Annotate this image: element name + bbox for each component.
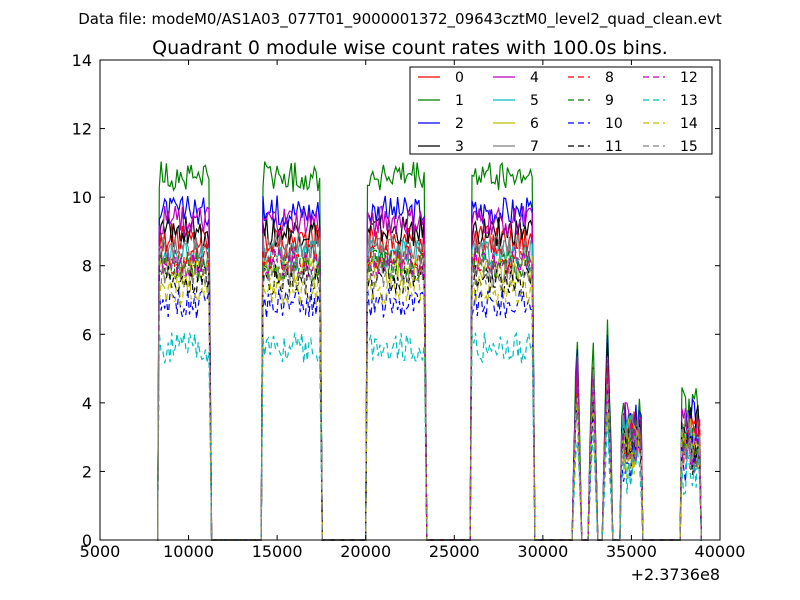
x-tick-label: 35000 [606, 542, 657, 561]
legend-label-7: 7 [530, 139, 539, 155]
legend-label-11: 11 [605, 139, 623, 155]
legend-label-10: 10 [605, 116, 623, 132]
series-line-13 [156, 331, 703, 541]
legend-label-15: 15 [680, 139, 698, 155]
y-tick-label: 8 [82, 257, 92, 276]
x-offset-label: +2.3736e8 [631, 565, 720, 584]
legend-label-5: 5 [530, 93, 539, 109]
axis-ticks: 5000 10000 15000 20000 25000 30000 35000 40000 0… [72, 51, 746, 561]
y-tick-label: 10 [72, 188, 92, 207]
y-tick-label: 0 [82, 531, 92, 550]
y-tick-label: 2 [82, 462, 92, 481]
x-tick-label: 20000 [340, 542, 391, 561]
legend-label-9: 9 [605, 93, 614, 109]
x-tick-label: 25000 [429, 542, 480, 561]
series-line-12 [156, 245, 703, 541]
legend-label-14: 14 [680, 116, 698, 132]
chart-title: Quadrant 0 module wise count rates with … [152, 37, 668, 59]
legend-label-4: 4 [530, 70, 539, 86]
y-tick-label: 14 [72, 51, 92, 70]
suptitle: Data file: modeM0/AS1A03_077T01_90000013… [78, 10, 722, 29]
y-tick-label: 4 [82, 394, 92, 413]
legend-label-12: 12 [680, 70, 698, 86]
x-tick-label: 30000 [517, 542, 568, 561]
legend-label-1: 1 [455, 93, 464, 109]
legend-label-8: 8 [605, 70, 614, 86]
y-tick-label: 12 [72, 120, 92, 139]
legend-label-13: 13 [680, 93, 698, 109]
y-tick-label: 6 [82, 325, 92, 344]
x-tick-label: 15000 [252, 542, 303, 561]
legend-label-6: 6 [530, 116, 539, 132]
x-tick-label: 10000 [163, 542, 214, 561]
legend-label-0: 0 [455, 70, 464, 86]
series-layer [156, 161, 703, 541]
plot-frame [99, 59, 721, 541]
x-tick-label: 40000 [695, 542, 746, 561]
x-tick-label: 5000 [80, 542, 121, 561]
legend-label-2: 2 [455, 116, 464, 132]
series-line-15 [156, 256, 703, 541]
legend-label-3: 3 [455, 139, 464, 155]
legend-box [409, 66, 713, 155]
